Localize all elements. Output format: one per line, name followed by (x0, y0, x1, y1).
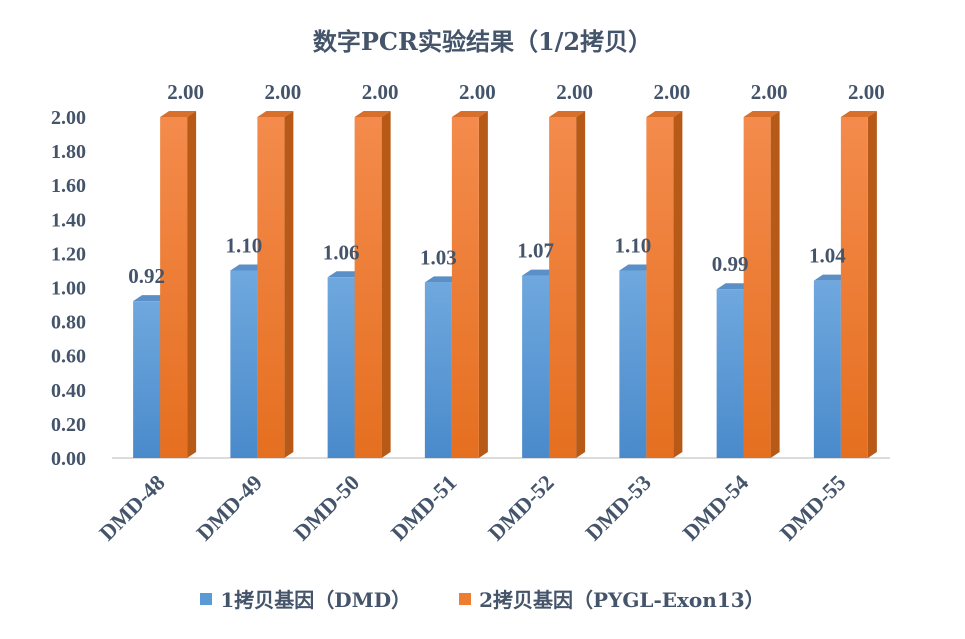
data-label-dmd: 1.10 (226, 233, 263, 257)
bar-top-pygl (840, 111, 877, 117)
bar-dmd (424, 282, 452, 458)
bar-pygl (451, 117, 479, 458)
bars-layer (133, 111, 877, 458)
bar-pygl (160, 117, 188, 458)
data-label-pygl: 2.00 (459, 80, 496, 104)
legend-item-pygl: 2拷贝基因（PYGL-Exon13） (459, 584, 765, 613)
data-label-pygl: 2.00 (362, 80, 399, 104)
bar-side-pygl (284, 111, 294, 458)
data-label-pygl: 2.00 (751, 80, 788, 104)
bar-top-pygl (549, 111, 586, 117)
data-label-pygl: 2.00 (556, 80, 593, 104)
bar-dmd (133, 301, 161, 458)
y-tick-label: 1.20 (51, 243, 86, 265)
legend-label-pygl: 2拷贝基因（PYGL-Exon13） (479, 588, 765, 612)
data-label-dmd: 1.04 (809, 244, 846, 268)
bar-side-pygl (187, 111, 197, 458)
labels-layer: 0.92 2.00 1.10 2.00 1.06 2.00 1.03 2.00 1.07 2.00… (128, 80, 885, 288)
chart-title: 数字PCR实验结果（1/2拷贝） (312, 27, 653, 56)
bar-side-pygl (478, 111, 488, 458)
x-tick-label: DMD-54 (678, 470, 754, 546)
bar-dmd (716, 289, 744, 458)
y-tick-label: 0.20 (51, 414, 86, 436)
x-tick-label: DMD-50 (289, 470, 365, 546)
data-label-pygl: 2.00 (654, 80, 691, 104)
bar-top-pygl (646, 111, 683, 117)
bar-dmd (813, 280, 841, 458)
data-label-pygl: 2.00 (167, 80, 204, 104)
bar-top-pygl (257, 111, 294, 117)
bar-side-pygl (576, 111, 586, 458)
legend-label-dmd: 1拷贝基因（DMD） (220, 588, 412, 612)
y-tick-label: 0.60 (51, 346, 86, 368)
data-label-pygl: 2.00 (848, 80, 885, 104)
bar-side-pygl (381, 111, 391, 458)
data-label-dmd: 0.92 (128, 264, 165, 288)
data-label-dmd: 1.07 (517, 239, 554, 263)
bar-pygl (646, 117, 674, 458)
data-label-pygl: 2.00 (265, 80, 302, 104)
bar-pygl (549, 117, 577, 458)
y-tick-label: 1.00 (51, 278, 86, 300)
bar-top-pygl (354, 111, 391, 117)
bar-pygl (840, 117, 868, 458)
x-tick-label: DMD-49 (191, 470, 267, 546)
x-tick-label: DMD-52 (483, 470, 559, 546)
bar-top-pygl (160, 111, 197, 117)
bar-side-pygl (673, 111, 683, 458)
data-label-dmd: 0.99 (712, 252, 749, 276)
bar-dmd (327, 277, 355, 458)
bar-chart: 0.00 0.20 0.40 0.60 0.80 1.00 1.20 1.40 1.60 1.80… (51, 80, 890, 546)
y-tick-label: 0.40 (51, 380, 86, 402)
x-tick-label: DMD-51 (386, 470, 462, 546)
bar-pygl (354, 117, 382, 458)
bar-pygl (257, 117, 285, 458)
bar-dmd (522, 275, 550, 458)
bar-top-pygl (743, 111, 780, 117)
x-tick-label: DMD-48 (94, 470, 170, 546)
y-tick-label: 2.00 (51, 107, 86, 129)
y-tick-label: 1.60 (51, 175, 86, 197)
x-tick-label: DMD-55 (775, 470, 851, 546)
bar-side-pygl (867, 111, 877, 458)
y-tick-label: 1.40 (51, 209, 86, 231)
legend-swatch-pygl (459, 592, 472, 605)
y-tick-label: 0.00 (51, 448, 86, 470)
bar-dmd (230, 270, 258, 458)
bar-side-pygl (770, 111, 780, 458)
bar-pygl (743, 117, 771, 458)
legend: 1拷贝基因（DMD） 2拷贝基因（PYGL-Exon13） (0, 584, 965, 613)
bar-dmd (619, 270, 647, 458)
data-label-dmd: 1.06 (323, 240, 360, 264)
data-label-dmd: 1.10 (615, 233, 652, 257)
legend-swatch-dmd (200, 592, 213, 605)
y-tick-label: 0.80 (51, 312, 86, 334)
data-label-dmd: 1.03 (420, 245, 457, 269)
x-tick-label: DMD-53 (580, 470, 656, 546)
bar-top-pygl (451, 111, 488, 117)
legend-item-dmd: 1拷贝基因（DMD） (200, 584, 411, 613)
y-tick-label: 1.80 (51, 141, 86, 163)
